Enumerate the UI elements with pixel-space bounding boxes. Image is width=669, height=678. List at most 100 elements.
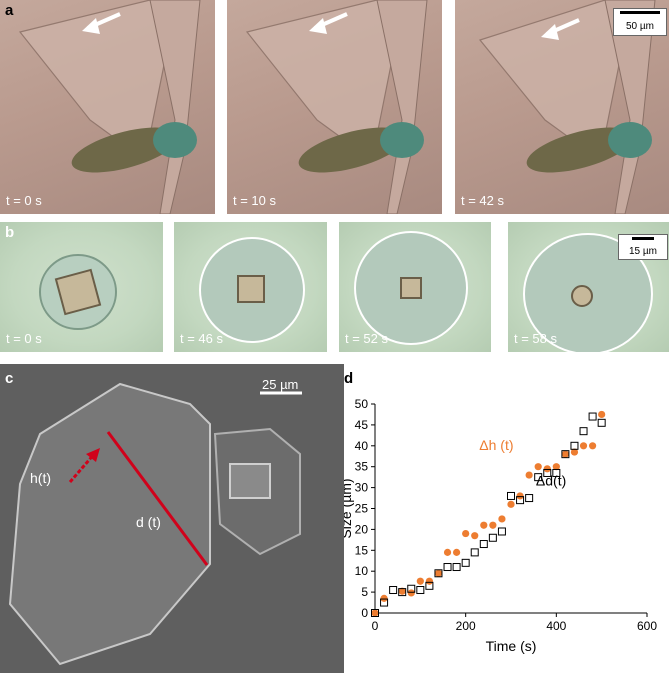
d-line: [106, 431, 209, 566]
chart-axes: 0 200 400 600 0 5 10 15 20 25 30 35 40 45 50: [355, 397, 658, 633]
panel-a-frame-1: t = 0 s a: [0, 0, 215, 214]
frame-time-label: t = 0 s: [6, 331, 42, 346]
wing-insect-image: [478, 0, 656, 214]
delta-d-point: [570, 441, 579, 450]
delta-d-point: [579, 427, 588, 436]
legend-delta-h: Δh (t): [479, 437, 513, 453]
panel-b-frame-4: t = 58 s 15 µm: [508, 222, 669, 352]
panel-b-frame-2: t = 46 s: [174, 222, 327, 352]
delta-d-point: [507, 491, 515, 500]
d-label: d (t): [136, 514, 161, 530]
delta-d-point: [452, 563, 461, 572]
delta-h-point: [507, 500, 515, 508]
panel-letter-d: d: [344, 370, 354, 387]
y-tick-label: 15: [355, 543, 369, 557]
delta-h-point: [516, 492, 524, 500]
delta-d-point: [516, 496, 525, 505]
chart-points: [371, 410, 606, 617]
y-tick-label: 10: [355, 564, 369, 578]
y-tick-label: 20: [355, 522, 369, 536]
droplet-crystal-image: [354, 231, 468, 345]
delta-d-point: [479, 540, 488, 549]
wing-insect-image: [245, 0, 428, 214]
panel-a-frame-3: t = 42 s 50 µm: [455, 0, 669, 214]
delta-h-point: [480, 521, 488, 529]
delta-d-point: [588, 412, 597, 421]
delta-h-point: [489, 521, 497, 529]
delta-h-point: [534, 463, 542, 471]
frame-time-label: t = 10 s: [233, 193, 276, 208]
y-tick-label: 0: [361, 606, 368, 620]
x-tick-label: 0: [372, 619, 379, 633]
delta-d-point: [461, 558, 470, 567]
panel-b-frame-3: t = 52 s: [339, 222, 491, 352]
delta-h-point: [589, 442, 597, 450]
delta-d-point: [371, 609, 379, 617]
scale-label: 25 µm: [262, 377, 299, 392]
x-tick-label: 400: [546, 619, 566, 633]
delta-h-point: [371, 609, 379, 617]
panel-letter-c: c: [5, 370, 14, 387]
delta-h-point: [407, 589, 415, 597]
frame-time-label: t = 0 s: [6, 193, 42, 208]
delta-d-point: [497, 527, 506, 536]
panel-d: d 0 200 400 600 0 5 10 15 20 25 30 35 40 45 50 Time (s…: [338, 364, 669, 673]
delta-d-point: [443, 563, 452, 572]
delta-h-point: [398, 587, 406, 595]
delta-d-point: [398, 588, 407, 597]
scale-label: 15 µm: [629, 245, 657, 257]
delta-d-point: [488, 533, 497, 542]
delta-d-point: [543, 468, 552, 477]
panel-a-frame-2: t = 10 s: [227, 0, 442, 214]
y-tick-label: 40: [355, 439, 369, 453]
delta-h-point: [525, 471, 533, 479]
delta-d-point: [552, 468, 561, 477]
scale-label: 50 µm: [626, 20, 654, 32]
crystal-image: [8, 382, 302, 666]
y-tick-label: 5: [361, 585, 368, 599]
delta-d-point: [425, 581, 434, 590]
y-tick-label: 50: [355, 397, 369, 411]
delta-d-point: [389, 586, 398, 595]
delta-d-point: [525, 494, 534, 503]
delta-h-point: [462, 529, 470, 538]
delta-d-point: [561, 450, 570, 459]
y-tick-label: 30: [355, 481, 369, 495]
droplet-crystal-image: [199, 237, 305, 343]
delta-h-point: [561, 450, 569, 458]
delta-d-point: [597, 418, 606, 427]
frame-time-label: t = 46 s: [180, 331, 223, 346]
y-tick-label: 25: [355, 502, 369, 516]
legend-delta-d: Δd(t): [536, 473, 566, 489]
panel-letter-a: a: [5, 2, 14, 19]
delta-h-point: [434, 569, 443, 577]
y-tick-label: 35: [355, 460, 369, 474]
delta-h-point: [416, 577, 424, 585]
frame-time-label: t = 58 s: [514, 331, 557, 346]
panel-b-frame-1: t = 0 s b: [0, 222, 163, 352]
delta-h-point: [552, 463, 560, 471]
frame-time-label: t = 42 s: [461, 193, 504, 208]
delta-h-point: [471, 532, 479, 540]
x-tick-label: 600: [637, 619, 657, 633]
x-tick-label: 200: [456, 619, 476, 633]
delta-h-point: [425, 577, 433, 585]
delta-h-point: [380, 594, 388, 602]
delta-d-point: [534, 473, 543, 482]
droplet-crystal-image: [523, 233, 653, 352]
scale-bar-b: 15 µm: [618, 234, 668, 260]
droplet-crystal-image: [39, 254, 117, 330]
x-axis-label: Time (s): [486, 638, 537, 654]
delta-d-point: [470, 548, 479, 557]
delta-h-point: [498, 515, 506, 523]
delta-h-point: [453, 548, 461, 556]
delta-h-point: [598, 410, 606, 419]
delta-d-point: [380, 598, 389, 607]
panel-letter-b: b: [5, 224, 15, 241]
delta-d-point: [434, 569, 443, 578]
panel-c: c 25 µm h(t) d (t): [0, 364, 344, 673]
y-axis-label: Size (µm): [344, 478, 354, 538]
h-label: h(t): [30, 470, 51, 486]
delta-h-point: [570, 448, 579, 456]
